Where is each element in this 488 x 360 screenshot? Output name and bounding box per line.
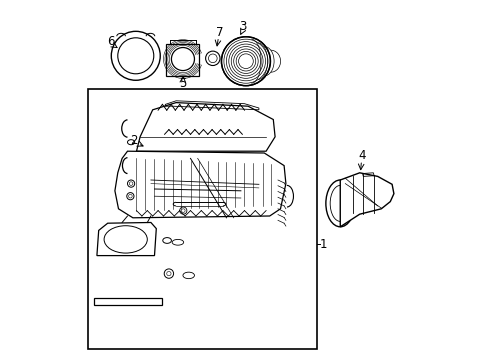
Text: 6: 6: [106, 35, 114, 48]
Polygon shape: [97, 222, 156, 256]
Text: 7: 7: [215, 26, 223, 39]
Text: 1: 1: [319, 238, 327, 251]
Text: 4: 4: [357, 149, 365, 162]
Polygon shape: [136, 103, 275, 151]
Polygon shape: [94, 298, 162, 305]
Text: 5: 5: [179, 77, 186, 90]
Text: 3: 3: [239, 21, 246, 33]
Polygon shape: [340, 173, 393, 227]
Text: 2: 2: [130, 134, 138, 147]
Polygon shape: [115, 151, 285, 218]
